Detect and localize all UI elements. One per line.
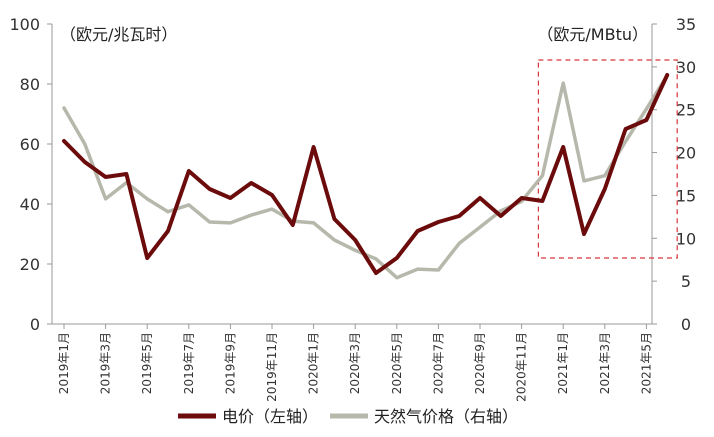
x-tick-label: 2021年5月 (639, 332, 653, 394)
right-tick-label: 5 (681, 272, 691, 291)
x-tick-label: 2020年7月 (431, 332, 445, 394)
right-tick-label: 15 (676, 186, 696, 205)
x-tick-label: 2019年9月 (223, 332, 237, 394)
right-tick-label: 20 (676, 144, 696, 163)
x-tick-label: 2020年3月 (348, 332, 362, 394)
right-axis-ticks: 0 5 10 15 20 25 30 35 (652, 15, 696, 334)
x-tick-label: 2020年9月 (473, 332, 487, 394)
legend-electricity-price: 电价（左轴） (178, 407, 318, 426)
x-tick-label: 2019年5月 (140, 332, 154, 394)
right-tick-label: 0 (681, 315, 691, 334)
left-tick-label: 100 (9, 15, 40, 34)
right-tick-label: 25 (676, 101, 696, 120)
x-tick-label: 2020年1月 (307, 332, 321, 394)
x-tick-label: 2020年11月 (515, 332, 529, 402)
left-tick-label: 80 (20, 75, 40, 94)
right-axis-label: （欧元/MBtu） (537, 25, 648, 44)
left-tick-label: 40 (20, 195, 40, 214)
legend: 电价（左轴） 天然气价格（右轴） (178, 407, 518, 426)
right-tick-label: 30 (676, 58, 696, 77)
right-tick-label: 35 (676, 15, 696, 34)
x-tick-label: 2019年1月 (57, 332, 71, 394)
highlight-box (537, 59, 678, 259)
x-tick-label: 2021年1月 (556, 332, 570, 394)
left-axis-ticks: 0 20 40 60 80 100 (9, 15, 52, 334)
x-tick-label: 2019年11月 (265, 332, 279, 402)
left-tick-label: 20 (20, 255, 40, 274)
x-tick-label: 2020年5月 (390, 332, 404, 394)
left-tick-label: 0 (30, 315, 40, 334)
legend-label: 天然气价格（右轴） (374, 407, 518, 426)
x-tick-label: 2019年3月 (99, 332, 113, 394)
right-tick-label: 10 (676, 229, 696, 248)
legend-label: 电价（左轴） (222, 407, 318, 426)
x-axis-ticks: 2019年1月 2019年3月 2019年5月 2019年7月 2019年9月 2019年… (57, 324, 653, 402)
x-tick-label: 2019年7月 (182, 332, 196, 394)
left-axis-label: （欧元/兆瓦时） (60, 25, 177, 44)
legend-gas-price: 天然气价格（右轴） (330, 407, 518, 426)
series-electricity-price-line (62, 73, 670, 275)
x-tick-label: 2021年3月 (598, 332, 612, 394)
series-lines (62, 73, 670, 280)
left-tick-label: 60 (20, 135, 40, 154)
plot-frame (51, 24, 653, 325)
